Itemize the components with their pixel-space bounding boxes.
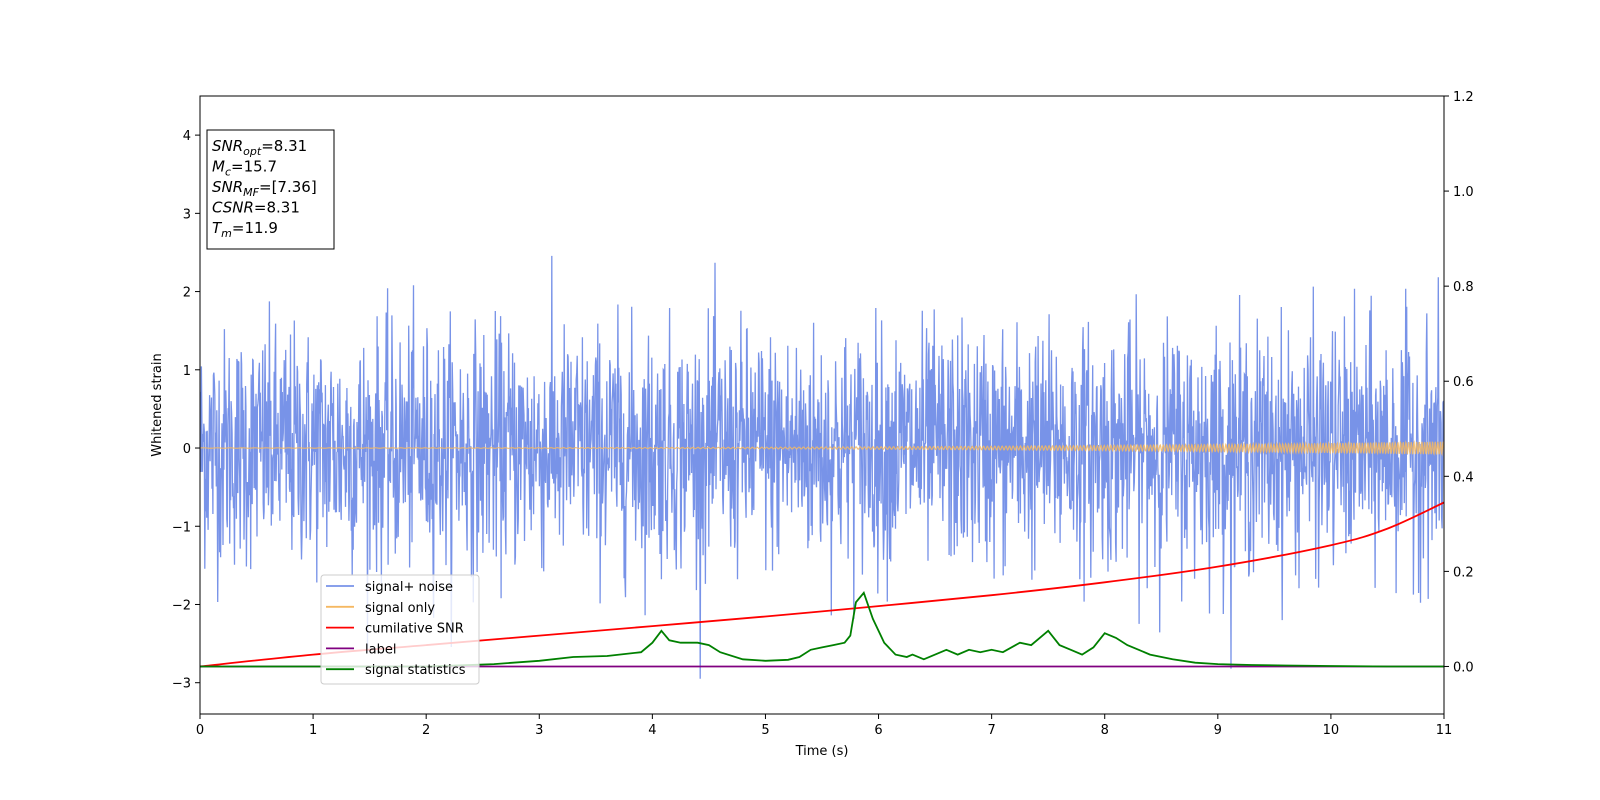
- stats-annotation-line: Tm=11.9: [212, 219, 278, 240]
- y-tick-label: 1: [183, 364, 191, 379]
- x-tick-label: 0: [196, 723, 204, 738]
- y-tick-label: 0: [183, 442, 191, 457]
- x-tick-label: 3: [535, 723, 543, 738]
- y-tick-label: −2: [172, 598, 191, 613]
- y2-tick-label: 0.8: [1453, 280, 1474, 295]
- stats-annotation-frame: [206, 129, 335, 250]
- series-signal-statistics: [200, 591, 1444, 668]
- x-tick-label: 8: [1101, 723, 1109, 738]
- y2-tick-label: 0.4: [1453, 470, 1474, 485]
- y2-tick-label: 0.6: [1453, 375, 1474, 390]
- y2-tick-label: 1.0: [1453, 185, 1474, 200]
- y-tick-label: 3: [183, 207, 191, 222]
- x-tick-label: 10: [1323, 723, 1340, 738]
- x-tick-label: 6: [874, 723, 882, 738]
- legend-label: signal statistics: [365, 663, 466, 678]
- x-tick-label: 2: [422, 723, 430, 738]
- y-tick-label: 2: [183, 286, 191, 301]
- x-tick-label: 9: [1214, 723, 1222, 738]
- x-tick-label: 7: [987, 723, 995, 738]
- legend-frame: [320, 574, 480, 685]
- y2-tick-label: 1.2: [1453, 90, 1474, 105]
- stats-annotation-line: CSNR=8.31: [212, 199, 300, 217]
- y2-tick-label: 0.2: [1453, 565, 1474, 580]
- legend-label: cumilative SNR: [365, 622, 464, 637]
- stats-annotation-line: Mc=15.7: [212, 158, 277, 179]
- series-signal-only: [200, 439, 1444, 457]
- legend-label: signal only: [365, 601, 435, 616]
- series-signal-noise: [200, 255, 1444, 679]
- y-tick-label: 4: [183, 129, 191, 144]
- plot-frame: [199, 95, 1445, 715]
- y-axis-label: Whitened strain: [150, 353, 165, 456]
- x-tick-label: 1: [309, 723, 317, 738]
- legend-label: label: [365, 642, 396, 657]
- x-tick-label: 11: [1436, 723, 1453, 738]
- y2-tick-label: 0.0: [1453, 660, 1474, 675]
- axes-layer: 0 1 2 3 4 5 6 7 8 9 10 11 −3 −2 −1 0 1 2 3 4 0.0 0.2 0.4 0.6 0.8…: [172, 90, 1474, 738]
- legend: signal+ noise signal only cumilative SNR la…: [320, 574, 480, 685]
- x-axis-label: Time (s): [795, 744, 849, 759]
- legend-label: signal+ noise: [365, 580, 453, 595]
- x-tick-label: 4: [648, 723, 656, 738]
- stats-annotation-line: SNRMF=[7.36]: [212, 178, 317, 199]
- x-tick-label: 5: [761, 723, 769, 738]
- y-tick-label: −3: [172, 677, 191, 692]
- stats-annotation-line: SNRopt=8.31: [212, 137, 307, 158]
- y-tick-label: −1: [172, 520, 191, 535]
